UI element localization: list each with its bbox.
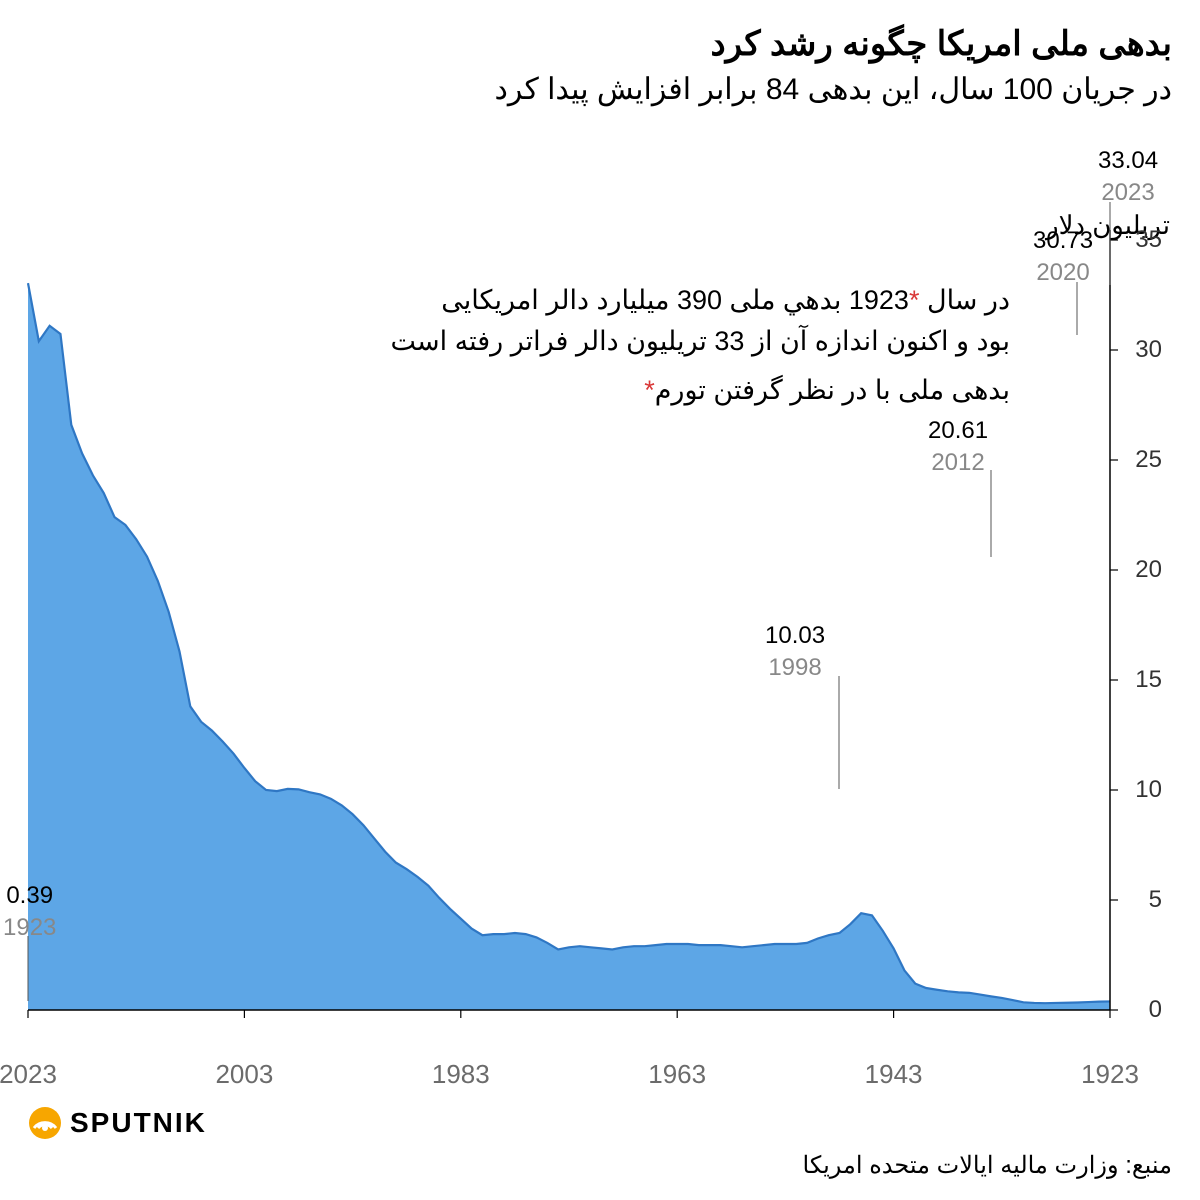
x-tick-label: 1923 — [1081, 1059, 1139, 1090]
y-tick-label: 15 — [1124, 666, 1162, 694]
y-tick-label: 25 — [1124, 446, 1162, 474]
y-tick-label: 0 — [1124, 996, 1162, 1024]
y-tick-label: 35 — [1124, 226, 1162, 254]
brand-logo: SPUTNIK — [28, 1106, 207, 1140]
x-tick-label: 1943 — [865, 1059, 923, 1090]
x-tick-label: 1963 — [648, 1059, 706, 1090]
source-text: منبع: وزارت مالیه ایالات متحده امریکا — [803, 1151, 1172, 1180]
brand-text: SPUTNIK — [70, 1107, 207, 1139]
area-chart-svg — [28, 240, 1158, 1050]
data-callout: 30.732020 — [1033, 225, 1093, 290]
data-callout: 20.612012 — [928, 415, 988, 480]
chart-title: بدهی ملی امریکا چگونه رشد کرد — [710, 24, 1172, 64]
y-tick-label: 20 — [1124, 556, 1162, 584]
chart-subtitle: در جریان 100 سال، این بدهی 84 برابر افزا… — [495, 72, 1172, 107]
y-tick-label: 5 — [1124, 886, 1162, 914]
data-callout: 33.042023 — [1098, 145, 1158, 210]
data-callout: 10.031998 — [765, 620, 825, 685]
y-tick-label: 30 — [1124, 336, 1162, 364]
y-tick-label: 10 — [1124, 776, 1162, 804]
chart-area: 0510152025303519231943196319832003202333… — [28, 240, 1158, 1050]
x-tick-label: 2023 — [0, 1059, 57, 1090]
data-callout: 0.391923 — [3, 880, 56, 945]
x-tick-label: 2003 — [215, 1059, 273, 1090]
sputnik-icon — [28, 1106, 62, 1140]
x-tick-label: 1983 — [432, 1059, 490, 1090]
